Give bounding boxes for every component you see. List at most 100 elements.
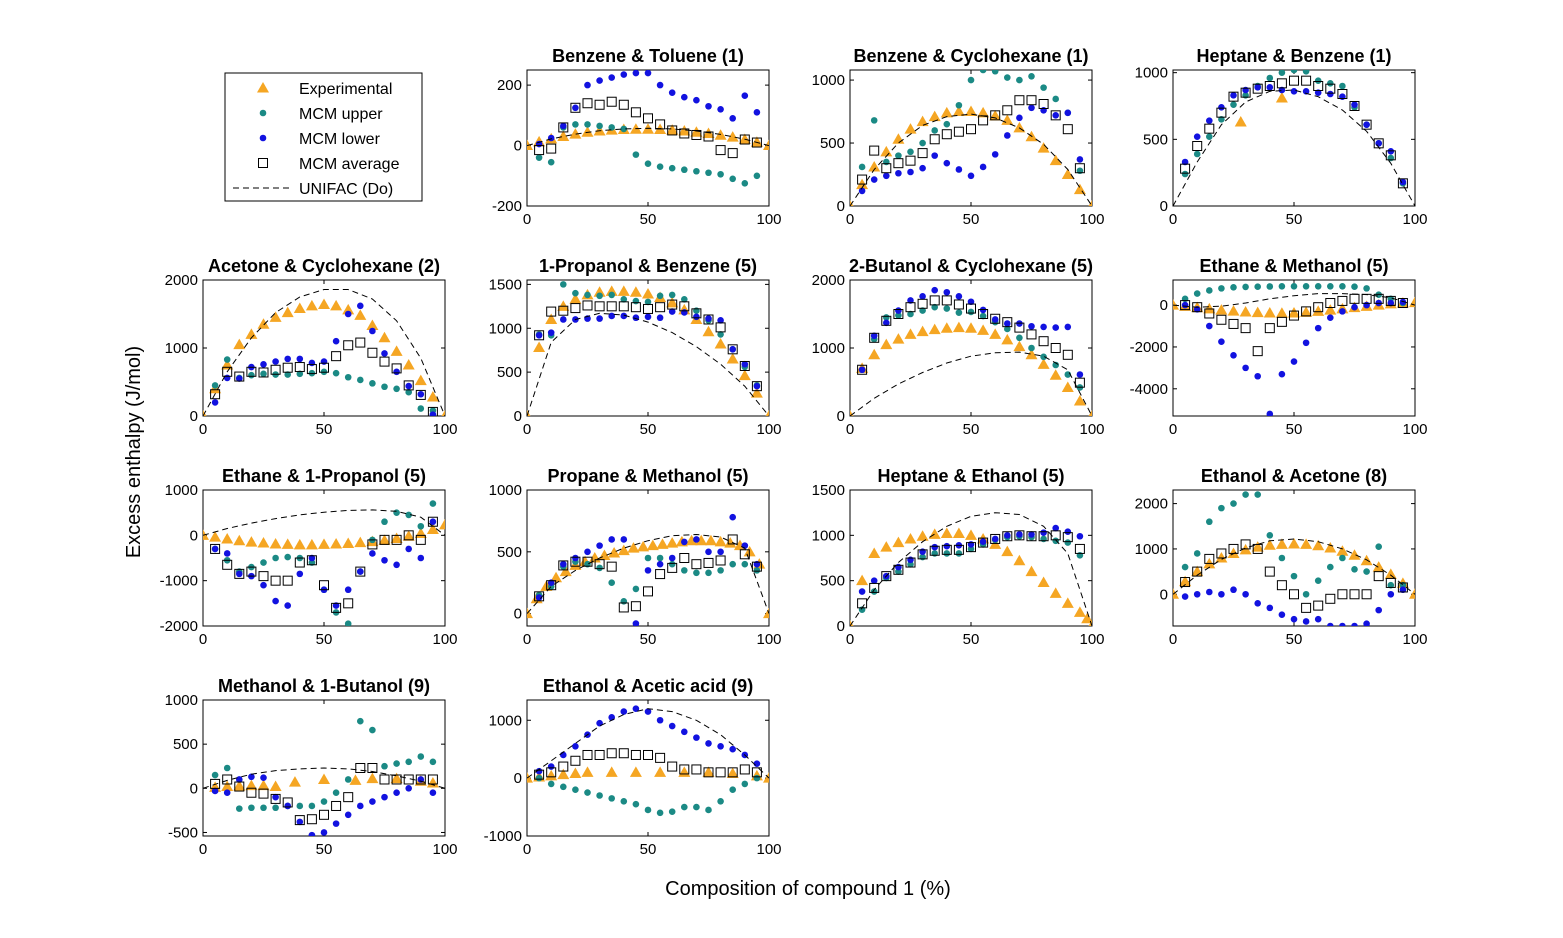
- data-point: [1206, 117, 1213, 124]
- data-point: [426, 523, 439, 534]
- data-point: [560, 316, 567, 323]
- data-point: [296, 802, 304, 810]
- data-point: [1192, 302, 1203, 313]
- data-point: [414, 374, 427, 386]
- data-point: [1204, 308, 1215, 319]
- data-point: [618, 602, 629, 613]
- data-point: [1004, 74, 1011, 81]
- subplot-title: 2-Butanol & Cyclohexane (5): [849, 256, 1093, 276]
- data-point: [357, 802, 364, 810]
- data-point: [281, 538, 294, 549]
- data-point: [1266, 84, 1274, 91]
- data-point: [1040, 106, 1047, 114]
- y-tick-label: 1000: [165, 340, 198, 357]
- data-point: [857, 364, 868, 375]
- data-point: [1037, 358, 1050, 369]
- data-point: [1351, 101, 1358, 108]
- data-point: [582, 300, 593, 311]
- data-point: [547, 134, 555, 142]
- data-point: [260, 361, 267, 368]
- data-point: [620, 597, 628, 605]
- y-tick-label: 0: [514, 138, 522, 155]
- data-point: [753, 774, 761, 782]
- x-tick-label: 100: [1079, 631, 1104, 648]
- data-point: [632, 620, 640, 626]
- data-point: [1264, 81, 1275, 91]
- data-point: [534, 591, 545, 602]
- y-tick-label: 500: [497, 364, 522, 381]
- y-tick-label: -4000: [1130, 381, 1168, 398]
- data-point: [1301, 602, 1312, 613]
- data-point: [332, 820, 340, 827]
- data-point: [644, 160, 652, 167]
- data-point: [393, 561, 400, 569]
- data-point: [637, 540, 650, 552]
- data-point: [439, 518, 445, 530]
- data-point: [1228, 91, 1239, 102]
- y-tick-label: 2000: [1135, 496, 1168, 513]
- plot-area: [527, 705, 769, 817]
- data-point: [729, 745, 736, 753]
- data-point: [381, 350, 388, 357]
- data-point: [572, 121, 579, 128]
- data-point: [1327, 80, 1334, 87]
- data-point: [572, 289, 579, 297]
- data-point: [1242, 590, 1249, 598]
- data-point: [643, 586, 653, 597]
- x-tick-label: 100: [756, 211, 781, 228]
- data-point: [1215, 304, 1228, 315]
- data-point: [990, 533, 1001, 544]
- data-point: [727, 148, 738, 159]
- data-point: [535, 331, 543, 339]
- data-point: [895, 307, 902, 314]
- data-point: [681, 309, 688, 316]
- legend-item: Experimental: [257, 81, 392, 98]
- x-tick-label: 100: [1402, 211, 1427, 228]
- y-tick-label: 1000: [489, 482, 522, 499]
- series-mcm-average: [210, 763, 438, 826]
- data-point: [1324, 304, 1337, 315]
- data-point: [570, 556, 581, 567]
- data-point: [427, 406, 438, 416]
- subplot-title: Propane & Methanol (5): [547, 466, 748, 486]
- data-point: [1397, 582, 1408, 593]
- data-point: [1004, 532, 1011, 539]
- data-point: [953, 544, 964, 555]
- data-point: [357, 376, 364, 384]
- data-point: [858, 366, 866, 374]
- series-unifac-do: [203, 509, 445, 536]
- data-point: [977, 106, 990, 118]
- data-point: [1399, 586, 1407, 594]
- data-point: [681, 166, 688, 174]
- data-point: [644, 708, 652, 715]
- data-point: [1181, 170, 1189, 178]
- data-point: [681, 296, 688, 303]
- plot-area: [850, 70, 1092, 206]
- data-point: [1399, 178, 1407, 186]
- data-point: [705, 169, 712, 177]
- data-point: [1363, 620, 1370, 626]
- data-point: [391, 534, 402, 545]
- series-mcm-lower: [1181, 84, 1407, 186]
- data-point: [1206, 133, 1213, 140]
- x-tick-label: 50: [1286, 421, 1303, 438]
- data-point: [1014, 95, 1025, 106]
- data-point: [246, 566, 257, 577]
- data-point: [952, 527, 965, 539]
- data-point: [546, 580, 557, 591]
- data-point: [705, 548, 712, 556]
- data-point: [1302, 339, 1310, 347]
- data-point: [272, 358, 279, 365]
- data-point: [210, 389, 221, 400]
- series-mcm-upper: [535, 774, 761, 817]
- data-point: [354, 536, 367, 548]
- plot-area: [203, 717, 445, 836]
- data-point: [308, 802, 316, 810]
- data-point: [715, 767, 726, 778]
- y-tick-label: 2000: [812, 272, 845, 289]
- data-point: [1040, 353, 1047, 361]
- data-point: [642, 288, 654, 299]
- y-tick-label: -2000: [160, 618, 198, 635]
- data-point: [417, 522, 425, 530]
- axes-box: [849, 69, 1093, 207]
